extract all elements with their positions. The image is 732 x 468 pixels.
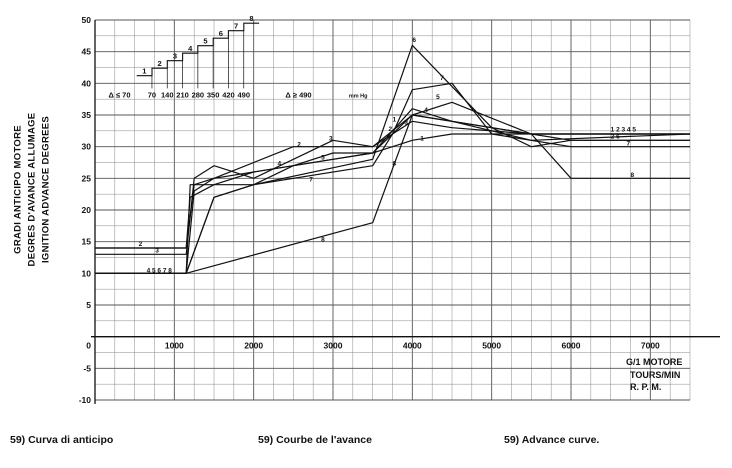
curve-label: 5 — [321, 154, 325, 161]
curve-label: 3 — [155, 247, 159, 254]
inset-step-label: 3 — [173, 52, 177, 61]
curve-label: 8 — [631, 172, 635, 179]
x-tick-label: 6000 — [562, 341, 581, 351]
curve-label: 4 5 6 7 8 — [147, 268, 173, 275]
x-tick-label: 3000 — [324, 341, 343, 351]
y-tick-label: 20 — [82, 205, 92, 215]
inset-staircase — [136, 22, 260, 77]
origin-label: 0 — [86, 341, 91, 351]
inset-x-label: 490 — [237, 90, 250, 99]
series-line-5 — [95, 101, 690, 274]
x-axis-label-it: G/1 MOTORE — [626, 357, 683, 367]
curve-label: 7 — [627, 140, 631, 147]
x-tick-label: 1000 — [165, 341, 184, 351]
y-tick-label: -5 — [83, 363, 91, 373]
y-tick-label: 40 — [82, 78, 92, 88]
inset-x-label: 280 — [192, 90, 205, 99]
series-line-8 — [95, 114, 690, 274]
curve-label: 2 — [389, 126, 393, 133]
curve-label: 6 — [412, 37, 416, 44]
curve-label: 2 — [297, 142, 301, 149]
curve-label: 4 — [424, 107, 428, 114]
inset-right-label: Δ ≥ 490 — [285, 90, 311, 99]
inset-x-label: 350 — [207, 90, 220, 99]
series-layer — [95, 44, 691, 274]
y-tick-label: 25 — [82, 173, 92, 183]
inset-legend: 1 70 2 140 3 210 4 280 5 350 6 420 7 490 8 Δ ≤ 70 Δ ≥ 49… — [108, 14, 367, 99]
x-tick-label: 4000 — [403, 341, 422, 351]
inset-x-label: 420 — [222, 90, 235, 99]
y-axis-label-en: IGNITION ADVANCE DEGREES — [40, 115, 52, 264]
y-tick-label: 10 — [82, 268, 92, 278]
y-tick-label: -10 — [79, 395, 92, 405]
inset-step-label: 2 — [158, 59, 162, 68]
curve-label: 3 — [329, 135, 333, 142]
caption-english: 59) Advance curve. — [504, 434, 600, 446]
inset-step-label: 6 — [219, 29, 223, 38]
x-tick-label: 7000 — [641, 341, 660, 351]
caption-french: 59) Courbe de l'avance — [258, 434, 372, 446]
curve-label: 8 — [393, 161, 397, 168]
curve-label: 3 — [404, 120, 408, 127]
y-tick-label: 30 — [82, 142, 92, 152]
inset-x-label: 140 — [161, 90, 174, 99]
inset-x-label: 210 — [176, 90, 189, 99]
y-tick-label: 50 — [82, 15, 92, 25]
x-axis-label-en: R. P. M. — [630, 382, 662, 392]
inset-step-label: 1 — [142, 67, 146, 76]
curve-label: 7 — [309, 177, 313, 184]
series-line-3 — [95, 120, 690, 255]
inset-step-label: 7 — [234, 22, 238, 31]
curve-label: 2 6 — [611, 133, 620, 140]
curve-label: 8 — [321, 237, 325, 244]
curve-label: 4 — [277, 161, 281, 168]
y-tick-label: 15 — [82, 237, 92, 247]
y-tick-label: 45 — [82, 47, 92, 57]
inset-step-label: 5 — [203, 37, 207, 46]
y-axis-label-it: GRADI ANTICIPO MOTORE — [12, 125, 24, 254]
series-line-7 — [95, 82, 690, 274]
chart-axes — [91, 20, 720, 404]
x-tick-label: 2000 — [244, 341, 263, 351]
curve-label: 1 2 3 4 5 — [611, 126, 637, 133]
inset-left-label: Δ ≤ 70 — [108, 90, 130, 99]
inset-step-label: 4 — [188, 44, 193, 53]
curve-label: 7 — [440, 75, 444, 82]
chart-grid — [94, 19, 691, 401]
caption-italian: 59) Curva di anticipo — [10, 434, 114, 446]
y-axis-label-fr: DEGRES D'AVANCE ALLUMAGE — [26, 112, 38, 267]
inset-right-unit: mm Hg — [349, 93, 368, 99]
x-axis-label-fr: TOURS/MIN — [630, 370, 681, 380]
inset-step-label: 8 — [249, 14, 253, 23]
curve-label: 1 — [393, 116, 397, 123]
x-tick-label: 5000 — [482, 341, 501, 351]
y-tick-label: 35 — [82, 110, 92, 120]
curve-label: 1 — [420, 135, 424, 142]
inset-x-label: 70 — [148, 90, 156, 99]
curve-label: 2 — [139, 241, 143, 248]
series-line-4 — [95, 108, 691, 274]
y-tick-label: 5 — [86, 300, 91, 310]
curve-label: 5 — [436, 94, 440, 101]
